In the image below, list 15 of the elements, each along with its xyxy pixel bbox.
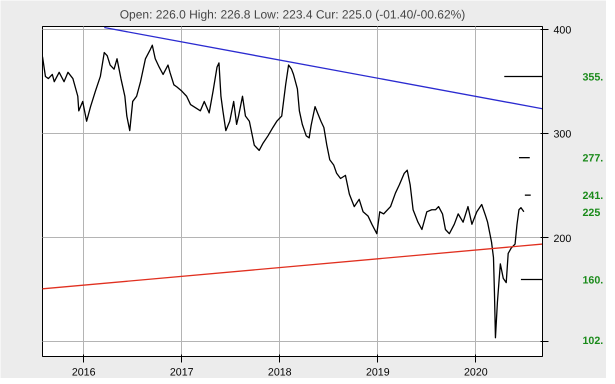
y2-tick-label: 160.	[582, 274, 604, 286]
x-tick-label: 2016	[72, 366, 96, 378]
y-tick-label: 300	[554, 128, 572, 141]
y2-tick-label: 102.	[582, 334, 604, 347]
x-tick-label: 2017	[170, 366, 194, 378]
y-tick-label: 400	[554, 24, 572, 37]
x-tick-label: 2020	[464, 366, 488, 378]
y2-tick-label: 241.	[582, 190, 604, 202]
y2-tick-label: 225	[582, 206, 600, 219]
x-tick-label: 2019	[366, 366, 390, 378]
y-tick-label: 200	[554, 232, 572, 245]
x-tick-label: 2018	[268, 366, 292, 378]
y2-tick-label: 277.	[582, 152, 604, 165]
y2-tick-label: 355.	[582, 71, 604, 84]
chart-subtitle: Open: 226.0 High: 226.8 Low: 223.4 Cur: 225.0 (-01.40/-00.62%)	[120, 8, 466, 22]
